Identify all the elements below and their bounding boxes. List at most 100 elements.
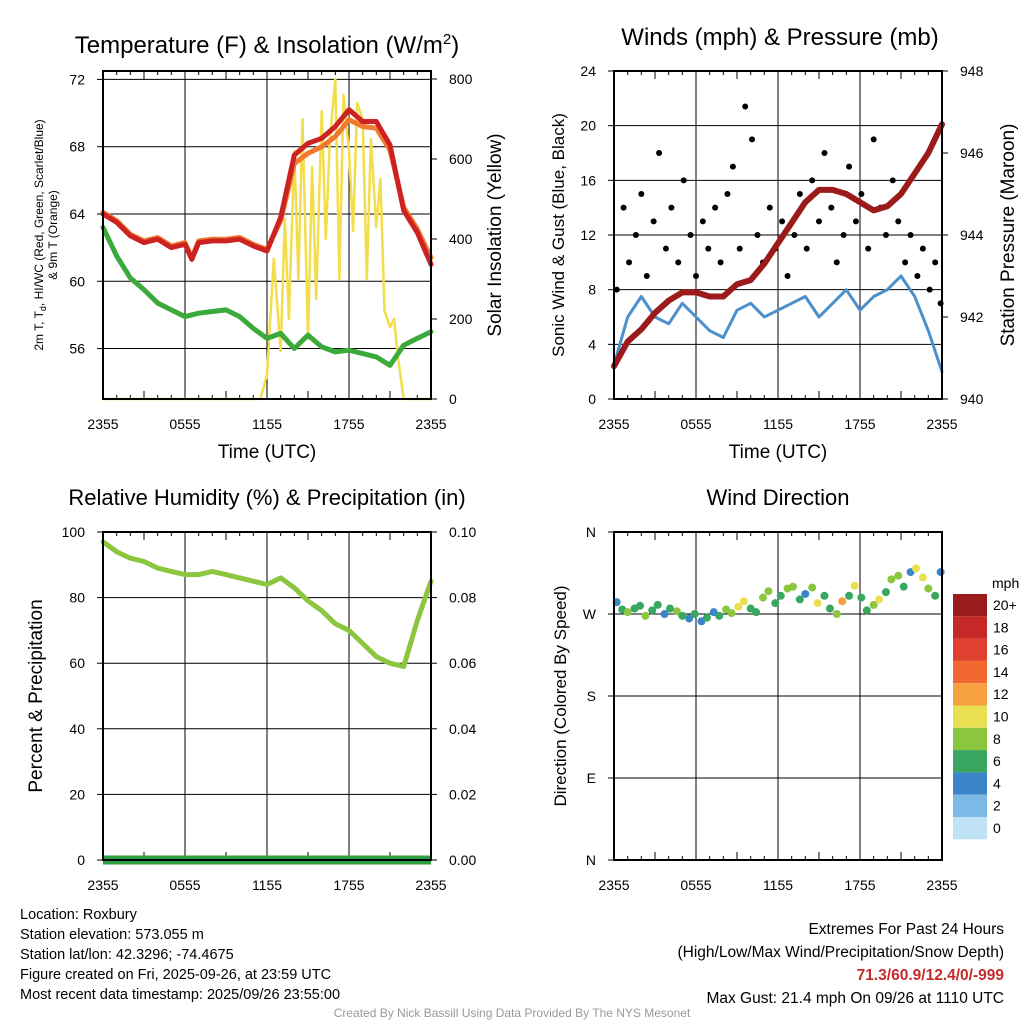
legend-label: 14 bbox=[993, 664, 1009, 680]
y2-axis-label: Solar Insolation (Yellow) bbox=[485, 133, 506, 336]
legend-label: 20+ bbox=[993, 597, 1017, 613]
extremes-title: Extremes For Past 24 Hours bbox=[808, 921, 1004, 938]
chart-panel-3: 2355 0555 1155 1755 23550204060801000.000.02… bbox=[26, 485, 476, 893]
x-tick-label: 2355 bbox=[415, 877, 446, 893]
direction-point bbox=[672, 607, 681, 616]
legend-label: 18 bbox=[993, 619, 1009, 635]
chart-title: Wind Direction bbox=[706, 485, 849, 510]
legend-swatch bbox=[953, 660, 987, 684]
station-elevation: Station elevation: 573.055 m bbox=[20, 927, 204, 943]
chart-title: Winds (mph) & Pressure (mb) bbox=[621, 24, 938, 51]
x-tick-label: 2355 bbox=[598, 877, 629, 893]
plot-border bbox=[613, 531, 943, 861]
y-tick-label: 64 bbox=[69, 206, 85, 222]
y2-tick-label: 600 bbox=[449, 151, 473, 167]
y2-tick-label: 942 bbox=[960, 309, 984, 325]
legend-title: mph bbox=[992, 575, 1019, 591]
direction-point bbox=[758, 593, 767, 602]
x-tick-label: 2355 bbox=[598, 416, 629, 432]
y2-tick-label: 0.08 bbox=[449, 590, 476, 606]
direction-point bbox=[808, 583, 817, 592]
direction-point bbox=[931, 591, 940, 600]
y-tick-label: 80 bbox=[69, 590, 85, 606]
gust-point bbox=[932, 259, 939, 266]
direction-point bbox=[894, 571, 903, 580]
y-tick-label: 20 bbox=[580, 118, 596, 134]
y-tick-label: 40 bbox=[69, 721, 85, 737]
legend-swatch bbox=[953, 638, 987, 661]
gust-point bbox=[675, 259, 682, 266]
gust-point bbox=[870, 136, 877, 143]
gust-point bbox=[846, 163, 853, 170]
y2-tick-label: 946 bbox=[960, 145, 984, 161]
direction-point bbox=[752, 608, 761, 617]
y-tick-label: 56 bbox=[69, 341, 85, 357]
y-tick-label: 60 bbox=[69, 655, 85, 671]
gust-point bbox=[742, 103, 749, 110]
gust-point bbox=[736, 245, 743, 252]
direction-point bbox=[887, 575, 896, 584]
station-latlon: Station lat/lon: 42.3296; -74.4675 bbox=[20, 947, 234, 963]
chart-title: Relative Humidity (%) & Precipitation (i… bbox=[68, 485, 465, 510]
direction-point bbox=[918, 573, 927, 582]
x-tick-label: 2355 bbox=[926, 877, 957, 893]
direction-point bbox=[936, 568, 945, 577]
sonic-wind-line bbox=[612, 274, 944, 374]
gust-point bbox=[620, 204, 627, 211]
gust-point bbox=[638, 191, 645, 197]
gust-point bbox=[858, 191, 865, 197]
x-tick-label: 1155 bbox=[252, 877, 282, 893]
legend-label: 8 bbox=[993, 731, 1001, 747]
y2-tick-label: 0.06 bbox=[449, 655, 476, 671]
direction-point bbox=[635, 601, 644, 610]
gust-point bbox=[613, 286, 620, 293]
gust-point bbox=[914, 273, 921, 279]
direction-point bbox=[776, 591, 785, 600]
gust-point bbox=[699, 218, 706, 225]
y-axis-label: Direction (Colored By Speed) bbox=[551, 585, 570, 806]
y-axis-label: Sonic Wind & Gust (Blue, Black) bbox=[549, 113, 568, 357]
pressure-line bbox=[611, 121, 945, 370]
direction-point bbox=[832, 610, 841, 618]
gust-point bbox=[791, 232, 798, 238]
x-tick-label: 0555 bbox=[169, 877, 200, 893]
y-axis-label-2: & 9m T (Orange) bbox=[46, 190, 60, 280]
direction-point bbox=[727, 609, 736, 618]
direction-point bbox=[739, 597, 748, 606]
x-tick-label: 2355 bbox=[87, 416, 118, 432]
plot-border bbox=[102, 531, 432, 861]
y-tick-label: 4 bbox=[588, 336, 596, 352]
gust-point bbox=[754, 232, 761, 238]
direction-point bbox=[801, 589, 810, 598]
gust-point bbox=[687, 232, 694, 238]
direction-point bbox=[850, 581, 859, 590]
x-tick-label: 1755 bbox=[844, 877, 875, 893]
y-tick-label: 68 bbox=[69, 139, 85, 155]
gust-point bbox=[717, 259, 724, 266]
direction-point bbox=[869, 600, 878, 609]
gust-point bbox=[724, 191, 731, 197]
chart-panel-1: 2355 0555 1155 1755 2355 56 60 64 68 72 0 200 400 600… bbox=[32, 31, 506, 463]
x-tick-label: 0555 bbox=[169, 416, 200, 432]
gust-point bbox=[865, 245, 872, 252]
extremes-info: Extremes For Past 24 Hours (High/Low/Max… bbox=[678, 918, 1005, 1010]
x-tick-label: 1155 bbox=[763, 877, 793, 893]
direction-point bbox=[771, 599, 780, 608]
gust-point bbox=[882, 232, 889, 238]
gust-point bbox=[895, 218, 902, 225]
direction-point bbox=[838, 597, 847, 606]
gust-point bbox=[803, 245, 810, 252]
y-tick-label: N bbox=[586, 524, 596, 540]
extremes-values: 71.3/60.9/12.4/0/-999 bbox=[856, 967, 1004, 984]
direction-point bbox=[813, 599, 822, 608]
x-tick-label: 2355 bbox=[415, 416, 446, 432]
legend-swatch bbox=[953, 727, 987, 751]
direction-point bbox=[678, 611, 687, 620]
humidity-line bbox=[100, 539, 434, 669]
gust-point bbox=[852, 218, 859, 225]
direction-point bbox=[789, 582, 798, 591]
direction-point bbox=[648, 606, 657, 615]
recent-timestamp: Most recent data timestamp: 2025/09/26 2… bbox=[20, 987, 341, 1003]
direction-point bbox=[862, 606, 871, 615]
